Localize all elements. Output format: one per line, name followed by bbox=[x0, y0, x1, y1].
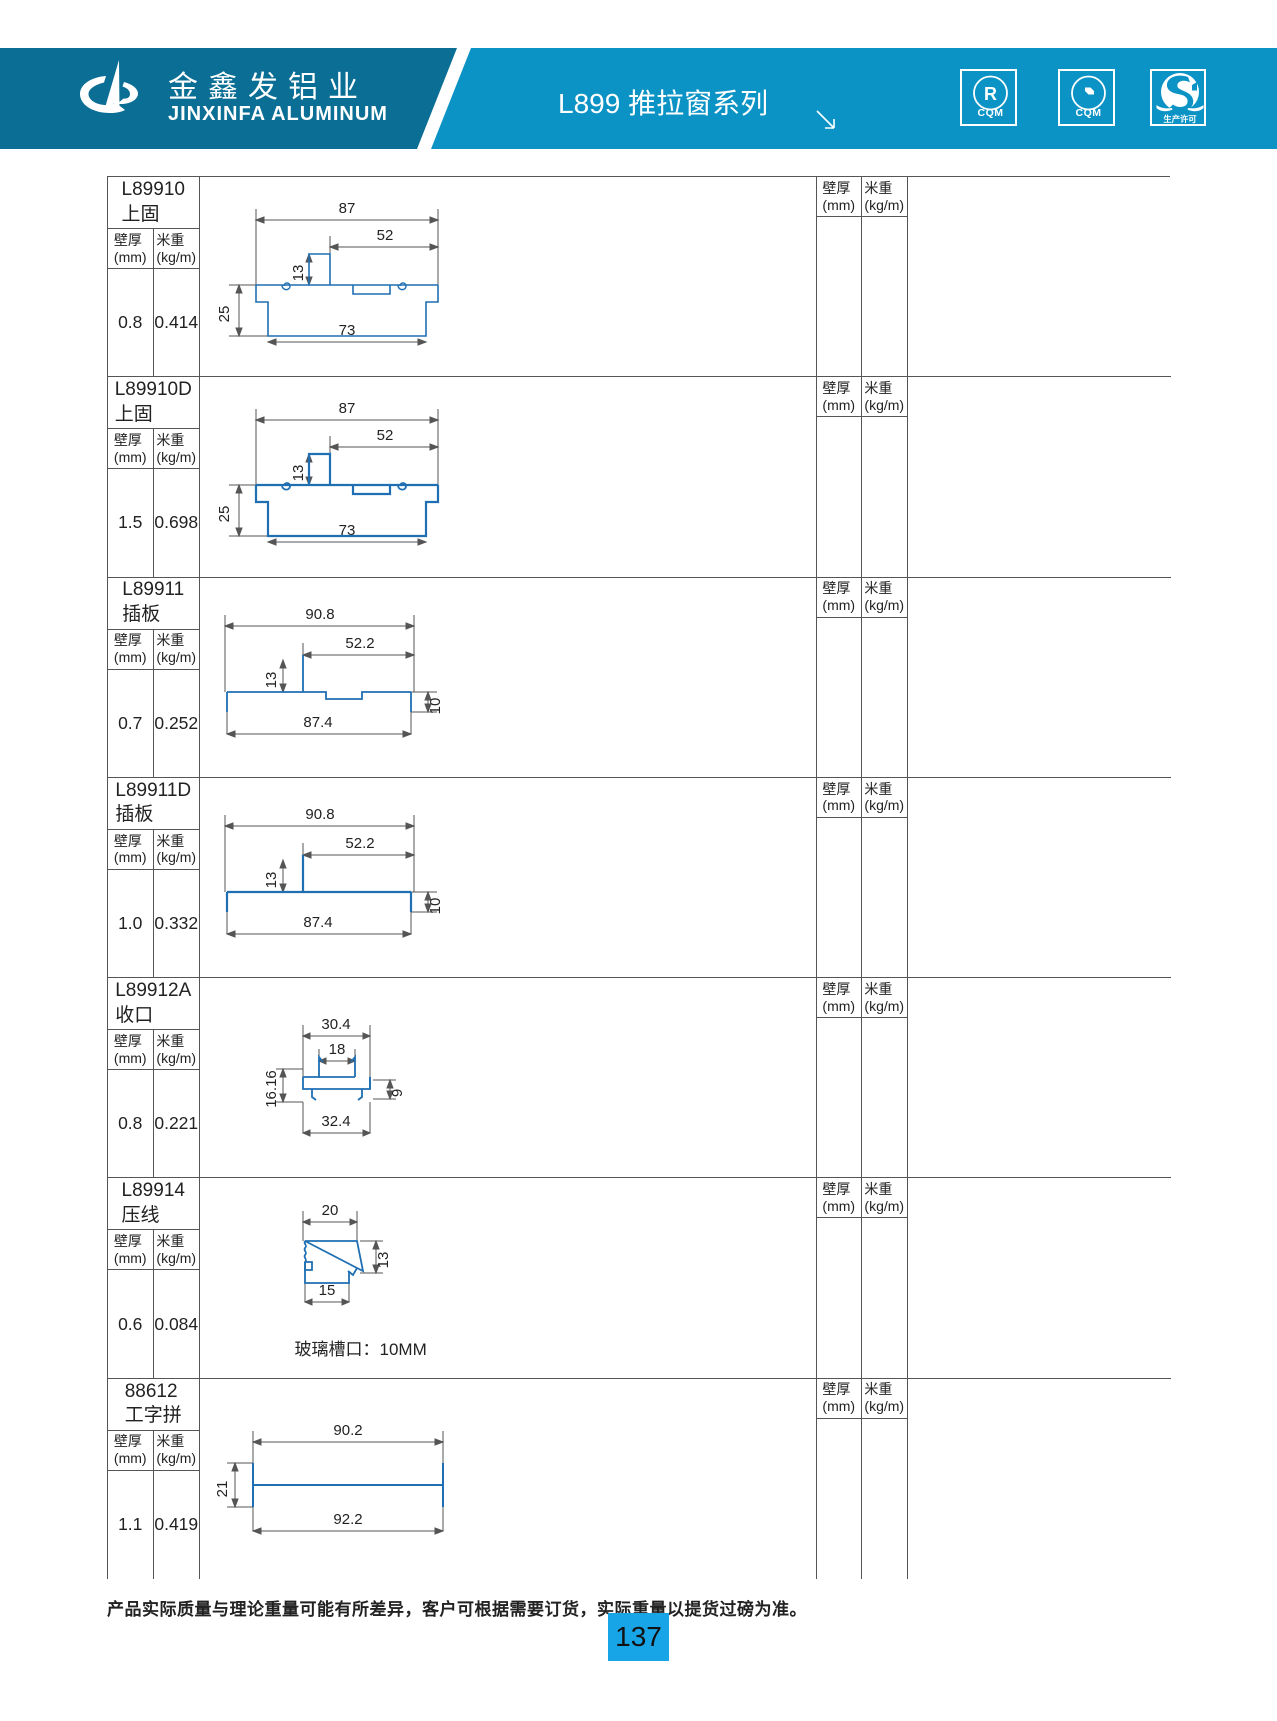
svg-text:CQM: CQM bbox=[1076, 107, 1102, 119]
svg-text:13: 13 bbox=[375, 1252, 392, 1269]
svg-text:87: 87 bbox=[338, 200, 355, 217]
svg-text:87.4: 87.4 bbox=[303, 914, 332, 931]
svg-text:15: 15 bbox=[318, 1282, 335, 1299]
svg-text:25: 25 bbox=[216, 506, 233, 523]
svg-text:52.2: 52.2 bbox=[345, 835, 374, 852]
svg-text:90.8: 90.8 bbox=[305, 606, 334, 623]
svg-text:18: 18 bbox=[328, 1041, 345, 1058]
svg-text:52.2: 52.2 bbox=[345, 635, 374, 652]
svg-text:13: 13 bbox=[263, 671, 280, 688]
svg-text:9: 9 bbox=[389, 1089, 406, 1097]
svg-text:CQM: CQM bbox=[978, 107, 1004, 119]
svg-text:21: 21 bbox=[214, 1480, 231, 1497]
svg-text:10: 10 bbox=[427, 898, 444, 915]
svg-text:87: 87 bbox=[338, 400, 355, 417]
svg-text:52: 52 bbox=[376, 227, 393, 244]
svg-text:87.4: 87.4 bbox=[303, 714, 332, 731]
svg-text:25: 25 bbox=[216, 306, 233, 323]
svg-text:13: 13 bbox=[263, 872, 280, 889]
svg-text:13: 13 bbox=[290, 465, 307, 482]
svg-text:30.4: 30.4 bbox=[321, 1016, 350, 1033]
svg-text:R: R bbox=[984, 84, 997, 104]
svg-text:20: 20 bbox=[321, 1202, 338, 1219]
svg-text:32.4: 32.4 bbox=[321, 1113, 350, 1130]
svg-text:生产许可: 生产许可 bbox=[1163, 114, 1197, 124]
svg-text:90.2: 90.2 bbox=[333, 1422, 362, 1439]
svg-text:90.8: 90.8 bbox=[305, 806, 334, 823]
svg-text:13: 13 bbox=[290, 265, 307, 282]
svg-text:10: 10 bbox=[427, 697, 444, 714]
svg-text:92.2: 92.2 bbox=[333, 1511, 362, 1528]
svg-text:52: 52 bbox=[376, 427, 393, 444]
